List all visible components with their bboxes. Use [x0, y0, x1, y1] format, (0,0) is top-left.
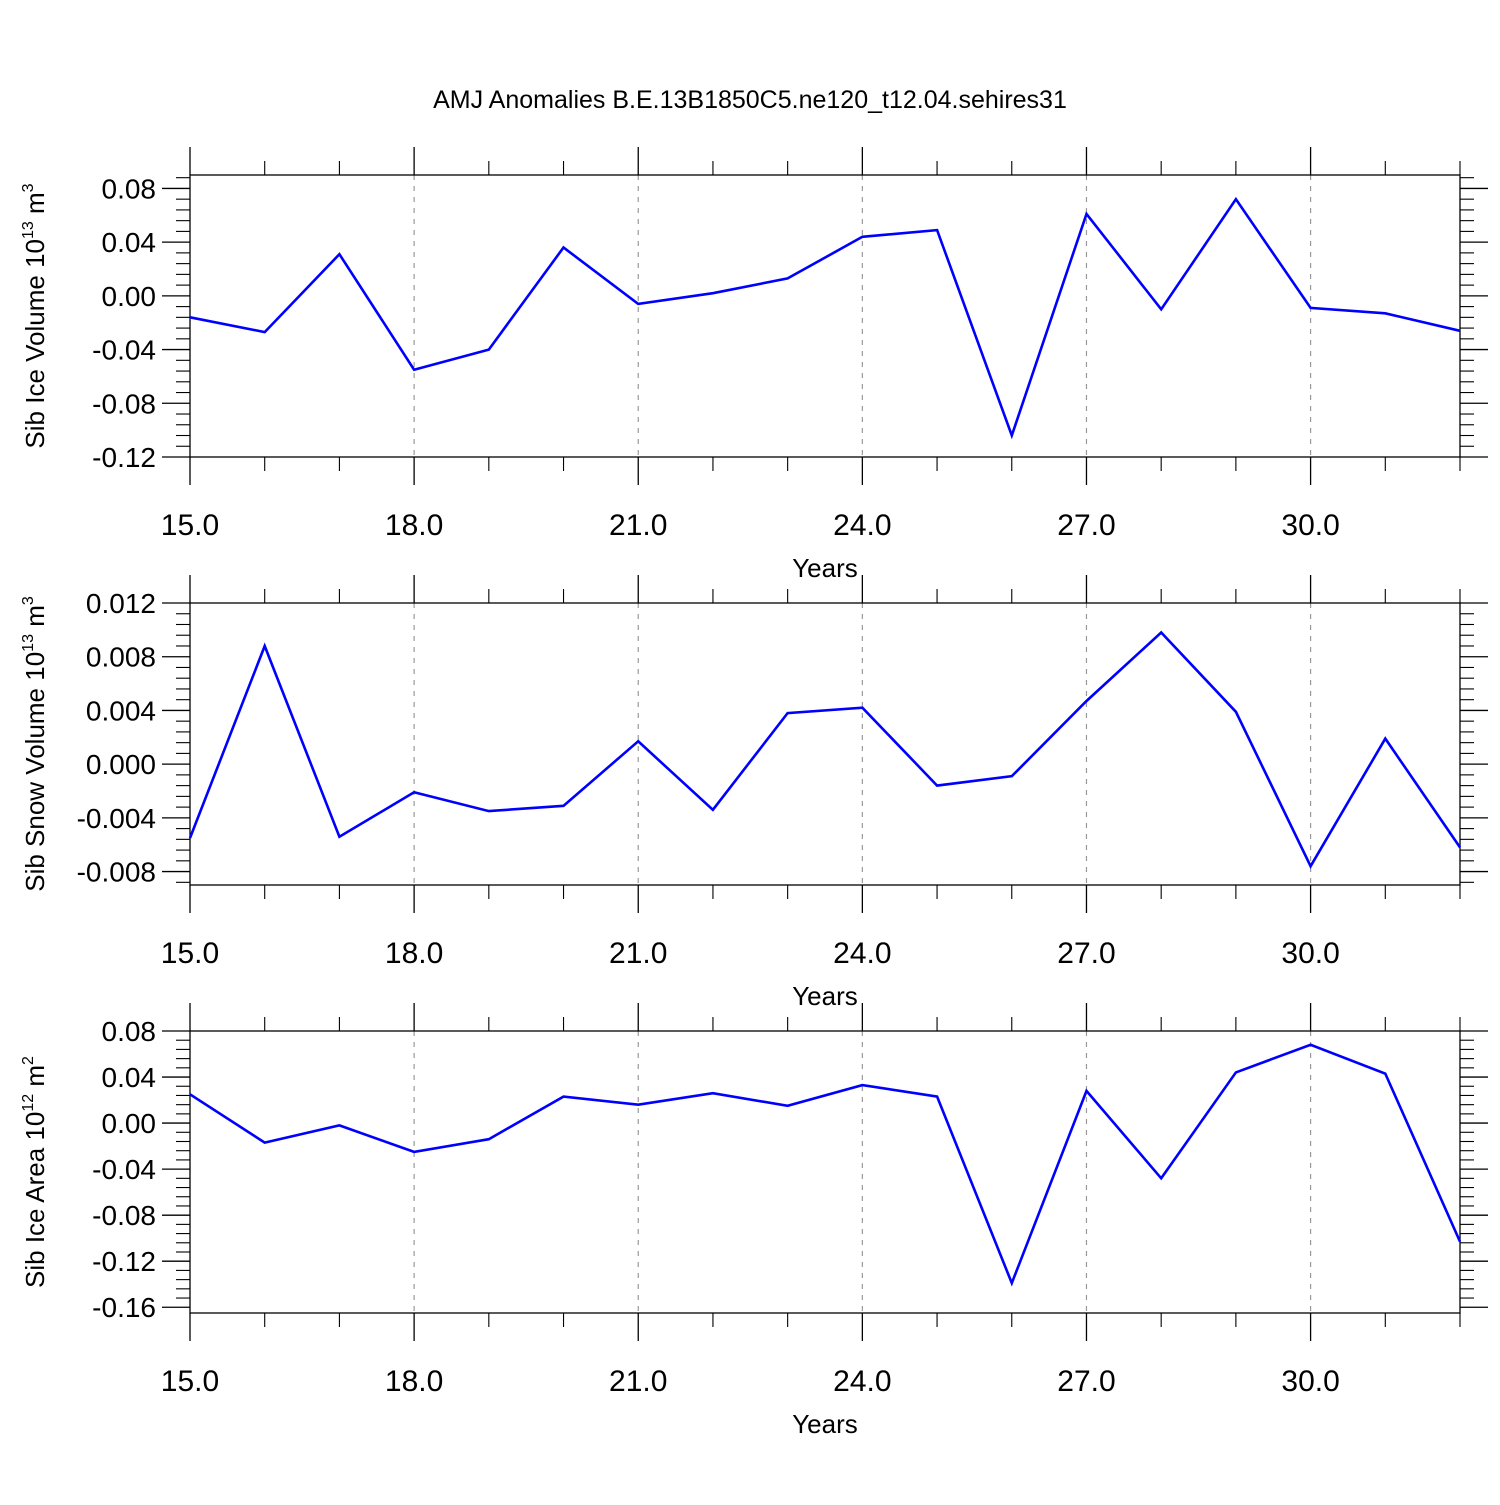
- panel-3-x-axis-title: Years: [792, 1409, 858, 1439]
- panel-3-x-tick-label: 30.0: [1281, 1365, 1339, 1398]
- panel-3-y-axis-title: Sib Ice Area 1012 m2: [20, 1056, 50, 1288]
- panel-3-x-tick-label: 24.0: [833, 1365, 891, 1398]
- panel-2-x-tick-label: 24.0: [833, 937, 891, 970]
- panel-2-y-axis-title: Sib Snow Volume 1013 m3: [20, 596, 50, 892]
- panel-2-x-tick-label: 15.0: [161, 937, 219, 970]
- panel-3-y-tick-label: -0.16: [92, 1292, 156, 1323]
- panel-3-y-tick-label: -0.12: [92, 1246, 156, 1277]
- panel-3-x-tick-label: 15.0: [161, 1365, 219, 1398]
- panel-2-y-tick-label: 0.004: [86, 695, 156, 726]
- panel-1-x-tick-label: 27.0: [1057, 509, 1115, 542]
- panel-1-plot-frame: [189, 174, 1461, 458]
- panel-1-y-tick-label: -0.08: [92, 388, 156, 419]
- panel-2-y-tick-label: 0.012: [86, 588, 156, 619]
- panel-1-x-axis-title: Years: [792, 553, 858, 583]
- panel-3-x-tick-label: 27.0: [1057, 1365, 1115, 1398]
- panel-1-x-tick-label: 24.0: [833, 509, 891, 542]
- panel-3-x-tick-label: 18.0: [385, 1365, 443, 1398]
- panel-3-y-tick-label: 0.08: [102, 1016, 157, 1047]
- panel-2-series-line: [188, 630, 1462, 869]
- panel-1-y-tick-label: -0.12: [92, 442, 156, 473]
- panel-1-y-tick-label: 0.00: [102, 281, 157, 312]
- panel-2-y-tick-label: 0.008: [86, 642, 156, 673]
- panel-1-y-tick-label: 0.04: [102, 227, 157, 258]
- panel-1-x-tick-label: 30.0: [1281, 509, 1339, 542]
- panel-3-y-tick-label: -0.08: [92, 1200, 156, 1231]
- panel-2-x-tick-label: 27.0: [1057, 937, 1115, 970]
- panel-2-plot-frame: [189, 602, 1461, 886]
- panel-2-y-tick-label: -0.004: [77, 803, 156, 834]
- panel-2-x-tick-label: 18.0: [385, 937, 443, 970]
- panel-1-x-tick-label: 21.0: [609, 509, 667, 542]
- panel-3-y-tick-label: -0.04: [92, 1154, 156, 1185]
- panel-3-x-tick-label: 21.0: [609, 1365, 667, 1398]
- panel-1-y-tick-label: -0.04: [92, 335, 156, 366]
- panel-3-y-tick-label: 0.04: [102, 1062, 157, 1093]
- panel-3-plot-frame: [189, 1030, 1461, 1314]
- panel-1-x-tick-label: 18.0: [385, 509, 443, 542]
- panel-1-y-axis-title: Sib Ice Volume 1013 m3: [20, 183, 50, 448]
- panel-3-series-line: [189, 1043, 1462, 1287]
- figure-title: AMJ Anomalies B.E.13B1850C5.ne120_t12.04…: [433, 86, 1067, 114]
- panel-3-y-tick-label: 0.00: [102, 1108, 157, 1139]
- panel-2-x-axis-title: Years: [792, 981, 858, 1011]
- panel-2-y-tick-label: 0.000: [86, 749, 156, 780]
- panel-2-y-tick-label: -0.008: [77, 857, 156, 888]
- panel-1-y-tick-label: 0.08: [102, 173, 157, 204]
- panel-2-x-tick-label: 21.0: [609, 937, 667, 970]
- panel-1-x-tick-label: 15.0: [161, 509, 219, 542]
- panel-1-series-line: [189, 196, 1461, 440]
- panel-2-x-tick-label: 30.0: [1281, 937, 1339, 970]
